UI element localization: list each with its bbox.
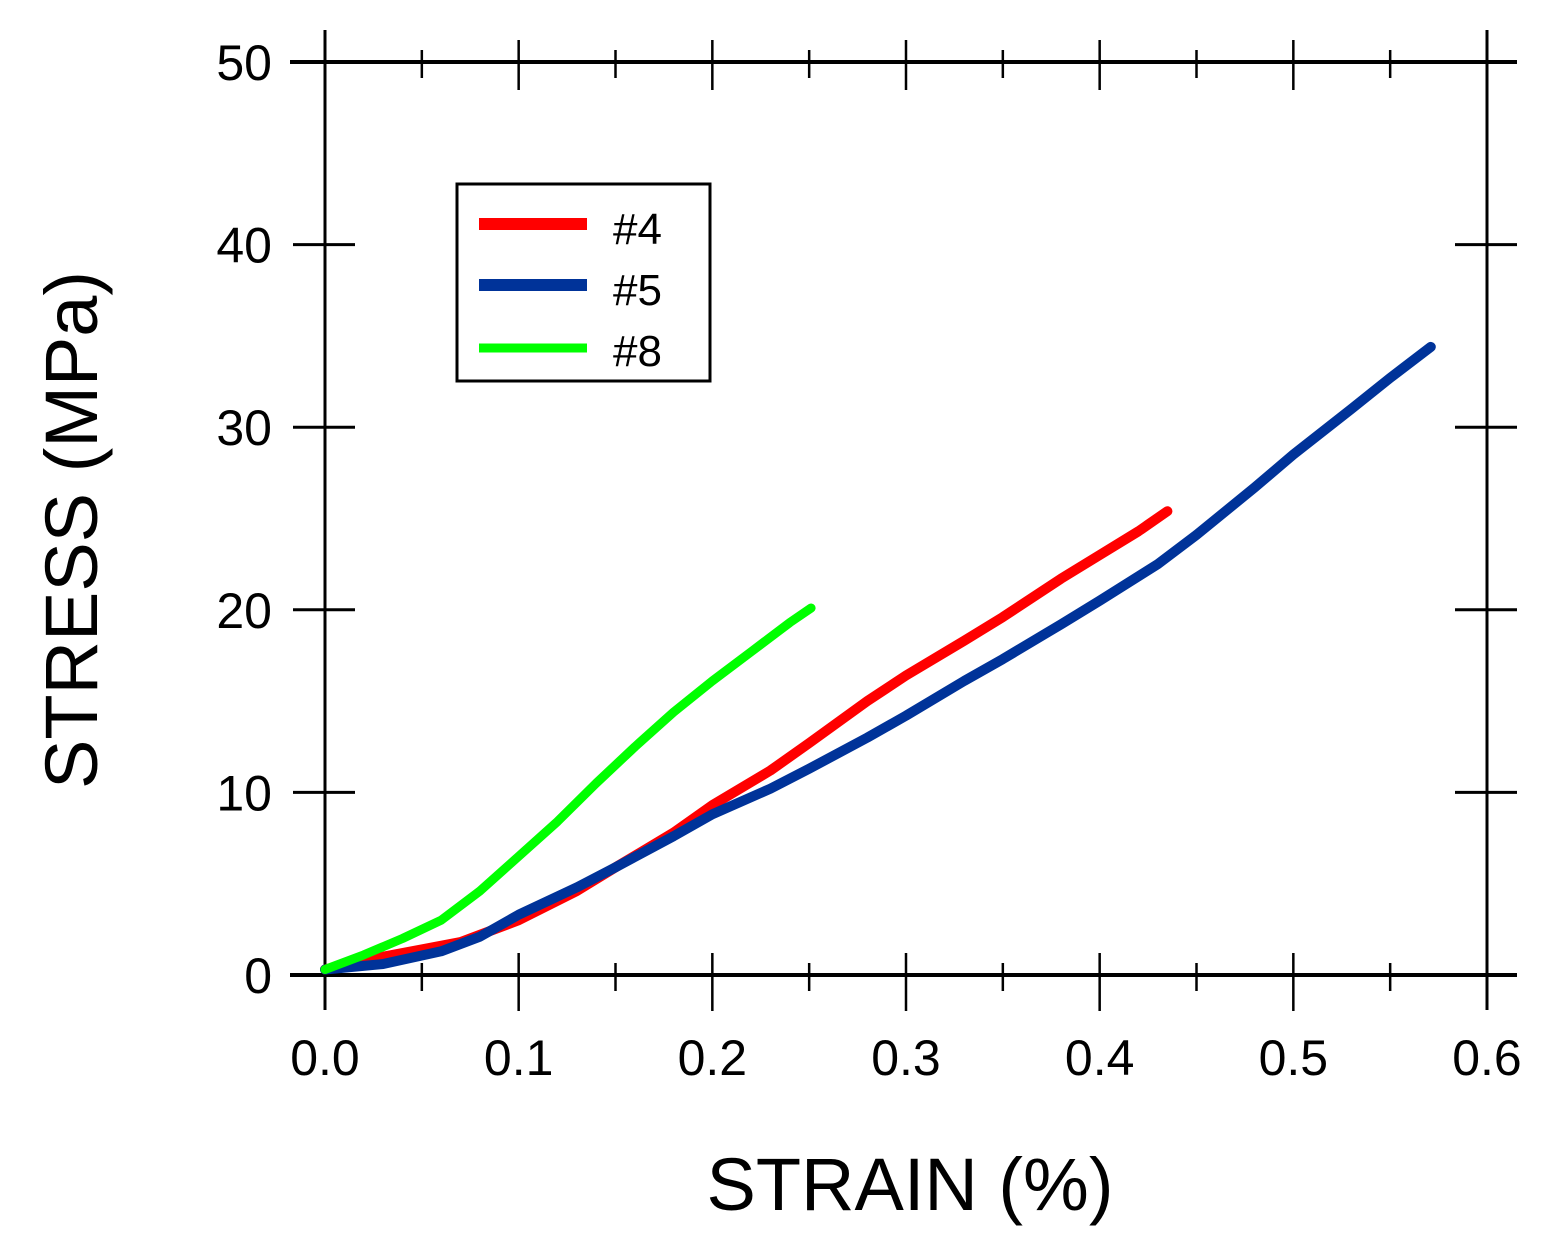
- y-axis-title: STRESS (MPa): [30, 271, 113, 789]
- x-tick-label: 0.4: [1065, 1030, 1135, 1086]
- x-tick-label: 0.6: [1452, 1030, 1522, 1086]
- y-tick-label: 0: [244, 948, 272, 1004]
- series-line-8: [320, 603, 816, 974]
- plot-frame: [290, 30, 1517, 1010]
- y-tick-label: 50: [216, 35, 272, 91]
- series-line-4: [320, 506, 1173, 975]
- y-tick-label: 20: [216, 583, 272, 639]
- x-axis-title: STRAIN (%): [707, 1143, 1114, 1226]
- x-tick-labels: 0.0 0.1 0.2 0.3 0.4 0.5 0.6: [290, 1030, 1522, 1086]
- x-tick-label: 0.2: [678, 1030, 748, 1086]
- axis-ticks: [293, 40, 1517, 1011]
- x-tick-label: 0.5: [1259, 1030, 1329, 1086]
- y-tick-label: 30: [216, 400, 272, 456]
- legend-label-5: #5: [613, 266, 662, 315]
- x-tick-label: 0.3: [871, 1030, 941, 1086]
- legend-label-4: #4: [613, 205, 662, 254]
- x-tick-label: 0.1: [484, 1030, 554, 1086]
- y-tick-label: 40: [216, 218, 272, 274]
- legend-label-8: #8: [613, 327, 662, 376]
- y-tick-label: 10: [216, 765, 272, 821]
- y-tick-labels: 0 10 20 30 40 50: [216, 35, 272, 1004]
- data-series: [320, 341, 1436, 975]
- x-tick-label: 0.0: [290, 1030, 360, 1086]
- series-line-5: [320, 341, 1436, 975]
- legend: #4 #5 #8: [455, 182, 712, 383]
